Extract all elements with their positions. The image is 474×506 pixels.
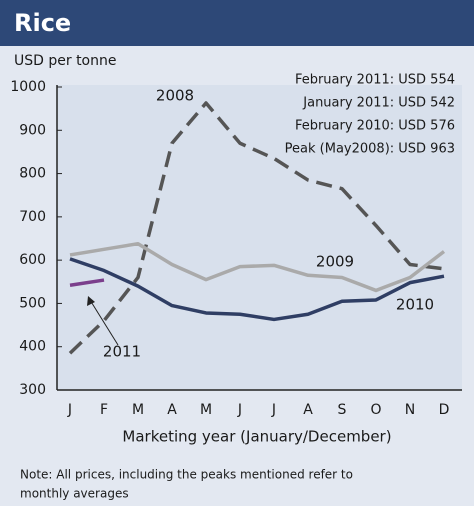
y-tick-label: 600 xyxy=(19,252,46,268)
series-label: 2010 xyxy=(396,296,434,314)
series-label: 2011 xyxy=(103,343,141,361)
series-line xyxy=(68,101,445,355)
x-tick-label: M xyxy=(200,402,212,418)
y-tick-label: 400 xyxy=(19,339,46,355)
series-label: 2008 xyxy=(156,87,194,105)
annotation: February 2010: USD 576 xyxy=(295,119,455,134)
x-tick-label: M xyxy=(132,402,144,418)
annotation: January 2011: USD 542 xyxy=(302,96,455,111)
x-tick-label: J xyxy=(271,402,276,418)
plot-area xyxy=(57,85,462,390)
y-tick-label: 900 xyxy=(19,122,46,138)
arrow xyxy=(89,299,119,346)
x-tick-label: S xyxy=(338,402,347,418)
y-axis-label: USD per tonne xyxy=(14,53,116,69)
x-tick-label: O xyxy=(370,402,381,418)
annotation: Peak (May2008): USD 963 xyxy=(285,142,455,157)
note: monthly averages xyxy=(20,487,129,501)
y-tick-label: 800 xyxy=(19,166,46,182)
annotation: February 2011: USD 554 xyxy=(295,73,455,88)
series-line xyxy=(69,241,446,293)
x-tick-label: F xyxy=(100,402,108,418)
x-tick-label: A xyxy=(303,402,313,418)
note: Note: All prices, including the peaks me… xyxy=(20,468,353,482)
x-tick-label: D xyxy=(439,402,450,418)
y-tick-label: 700 xyxy=(19,209,46,225)
x-tick-label: N xyxy=(405,402,415,418)
title-bar xyxy=(0,0,474,46)
y-tick-label: 1000 xyxy=(10,79,46,95)
y-tick-label: 300 xyxy=(19,382,46,398)
x-tick-label: A xyxy=(167,402,177,418)
y-tick-label: 500 xyxy=(19,295,46,311)
arrow-head xyxy=(87,296,95,306)
x-tick-label: J xyxy=(67,402,72,418)
x-axis-label: Marketing year (January/December) xyxy=(122,428,391,446)
series-label: 2009 xyxy=(316,253,354,271)
series-line xyxy=(69,257,445,322)
x-tick-label: J xyxy=(237,402,242,418)
series-line xyxy=(69,278,105,287)
chart-title: Rice xyxy=(14,9,71,37)
